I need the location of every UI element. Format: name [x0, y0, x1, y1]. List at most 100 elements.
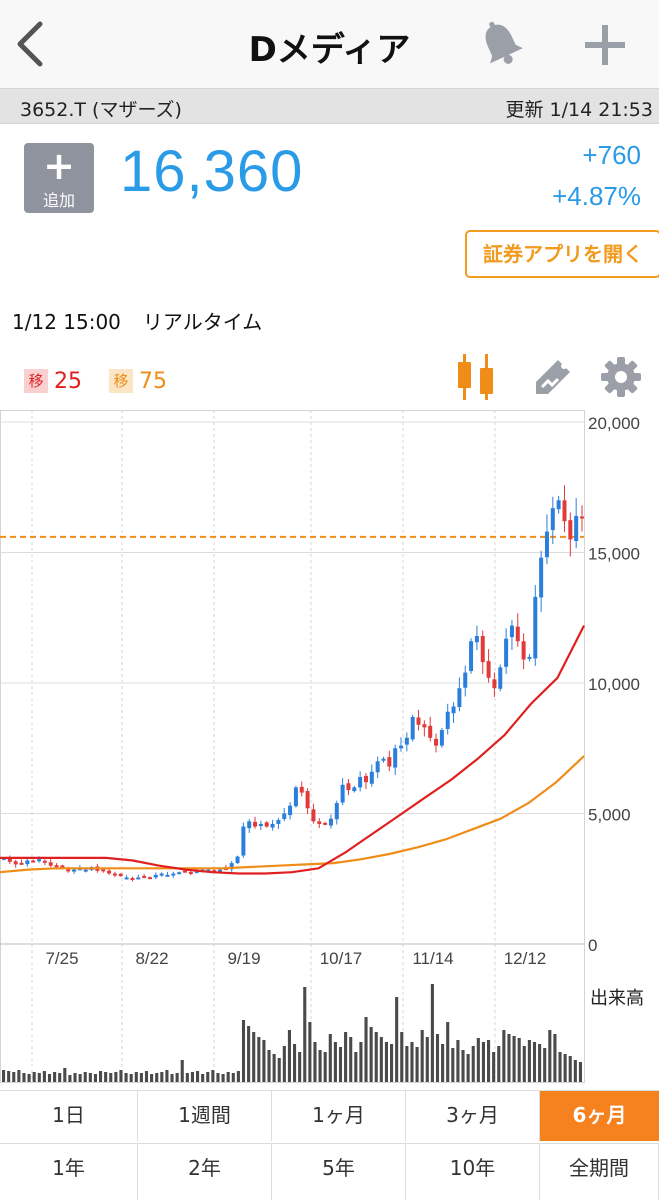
candle-body	[422, 724, 427, 728]
chart-settings-button[interactable]	[600, 356, 642, 398]
candle-body	[328, 818, 333, 826]
alert-button[interactable]	[476, 18, 526, 70]
candle-body	[66, 869, 71, 872]
candle-body	[288, 805, 293, 816]
candle-body	[580, 516, 584, 519]
period-button[interactable]: 1年	[0, 1143, 138, 1200]
period-button[interactable]: 6ヶ月	[540, 1091, 659, 1141]
candle-body	[212, 870, 217, 873]
candle-body	[72, 869, 77, 872]
candle-body	[136, 877, 141, 880]
drawing-tool-button[interactable]	[530, 354, 576, 400]
candle-body	[346, 783, 351, 791]
candle-body	[235, 856, 240, 864]
price-change-percent: +4.87%	[552, 181, 641, 211]
ticker-code: 3652.T (マザーズ)	[20, 99, 182, 121]
candle-body	[527, 656, 532, 659]
volume-bar	[262, 1040, 266, 1082]
volume-bar	[313, 1042, 317, 1082]
candle	[48, 858, 53, 868]
candle-body	[253, 821, 258, 827]
candle-body	[60, 865, 65, 869]
candle-body	[177, 872, 182, 875]
candle-body	[363, 775, 368, 783]
period-button[interactable]: 全期間	[540, 1143, 659, 1200]
candle-body	[282, 813, 287, 819]
updated-time: 更新 1/14 21:53	[505, 99, 653, 121]
candle-body	[182, 870, 187, 873]
candle-body	[358, 776, 363, 788]
candle-body	[533, 596, 538, 659]
volume-bar	[558, 1052, 562, 1082]
volume-bar	[27, 1074, 31, 1082]
candle-body	[504, 638, 509, 667]
volume-bar	[369, 1027, 373, 1082]
back-button[interactable]	[8, 18, 56, 70]
volume-bar	[277, 1058, 281, 1082]
candle-body	[334, 803, 339, 820]
candle-body	[445, 711, 450, 729]
x-tick-label: 11/14	[412, 949, 453, 968]
volume-bar	[114, 1072, 118, 1082]
period-button[interactable]: 5年	[272, 1143, 406, 1200]
volume-bar	[466, 1054, 470, 1082]
period-button[interactable]: 3ヶ月	[406, 1091, 540, 1141]
candle	[118, 873, 123, 877]
candle-body	[142, 875, 147, 878]
candle-body	[276, 820, 281, 824]
volume-bar	[522, 1046, 526, 1082]
candle-body	[492, 679, 497, 689]
add-button[interactable]: + 追加	[24, 143, 94, 213]
period-button[interactable]: 1ヶ月	[272, 1091, 406, 1141]
candle	[375, 756, 380, 779]
candle-body	[118, 873, 123, 877]
candle	[544, 514, 549, 565]
candle-body	[574, 515, 579, 542]
candle	[165, 871, 170, 877]
volume-bar	[17, 1070, 21, 1082]
candle	[404, 732, 409, 752]
volume-bar	[7, 1071, 11, 1082]
x-tick-label: 9/19	[227, 949, 260, 968]
candle-body	[83, 869, 88, 872]
volume-bar	[170, 1074, 174, 1082]
volume-bar	[185, 1073, 189, 1082]
volume-bar	[538, 1044, 542, 1082]
volume-bar	[333, 1042, 337, 1082]
period-button[interactable]: 2年	[138, 1143, 272, 1200]
candle-body	[568, 520, 573, 540]
period-button[interactable]: 10年	[406, 1143, 540, 1200]
nav-bar: Dメディア	[0, 0, 659, 88]
price-change: +760	[582, 140, 641, 170]
add-to-list-button[interactable]	[580, 20, 630, 70]
chart-type-button[interactable]	[452, 352, 502, 402]
volume-bar	[190, 1072, 194, 1082]
candle-body	[101, 869, 106, 872]
y-tick-label: 15,000	[588, 545, 640, 564]
candle	[422, 720, 427, 737]
candle	[142, 874, 147, 879]
period-button[interactable]: 1日	[0, 1091, 138, 1141]
price-chart[interactable]: 20,000 15,000 10,000 5,000 0 7/25 8/22 9/19 10/1…	[0, 410, 659, 1090]
volume-bar	[451, 1048, 455, 1082]
volume-bar	[430, 984, 434, 1082]
volume-bar	[502, 1030, 506, 1082]
volume-bar	[236, 1071, 240, 1082]
y-tick-label: 20,000	[588, 414, 640, 433]
period-button[interactable]: 1週間	[138, 1091, 272, 1141]
gear-icon	[601, 357, 641, 397]
volume-bar	[216, 1073, 220, 1082]
candle	[451, 702, 456, 723]
volume-bar	[374, 1032, 378, 1082]
candle-body	[550, 508, 555, 531]
candle	[533, 585, 538, 666]
open-securities-app-button[interactable]: 証券アプリを開く	[465, 230, 659, 278]
chart-frame	[0, 410, 585, 1083]
volume-bar	[476, 1038, 480, 1082]
volume-bar	[206, 1072, 210, 1082]
axis-labels: 20,000 15,000 10,000 5,000 0 7/25 8/22 9/19 10/1…	[45, 414, 644, 1009]
x-tick-label: 12/12	[504, 949, 547, 968]
candle-body	[515, 626, 520, 642]
y-tick-label: 10,000	[588, 675, 640, 694]
candle	[130, 876, 135, 882]
